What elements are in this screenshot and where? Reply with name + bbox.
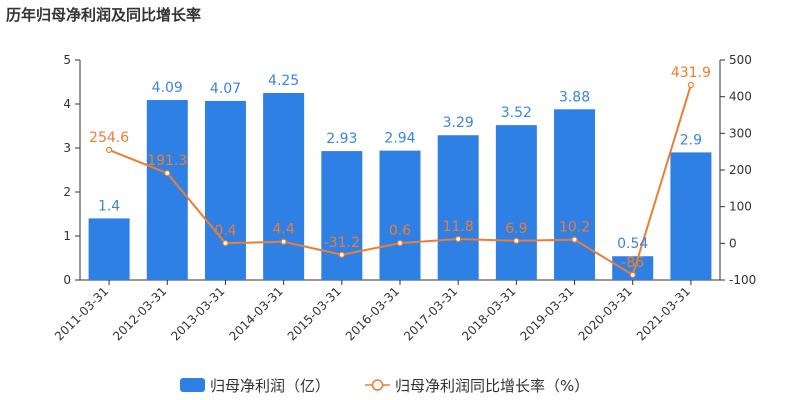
y-left-tick-label: 1 xyxy=(63,229,71,243)
line-point xyxy=(571,236,578,243)
y-right-tick-label: 0 xyxy=(729,236,737,250)
growth-line xyxy=(105,81,695,278)
y-left-tick-label: 0 xyxy=(63,273,71,287)
x-tick-label: 2021-03-31 xyxy=(634,284,693,343)
bar xyxy=(495,125,537,281)
y-right-tick-label: 400 xyxy=(729,90,752,104)
bar-value-label: 3.29 xyxy=(443,115,474,131)
bar-value-label: 4.09 xyxy=(152,80,183,96)
line-point xyxy=(222,240,229,247)
chart-title: 历年归母净利润及同比增长率 xyxy=(6,6,202,24)
x-tick-label: 2017-03-31 xyxy=(401,284,460,343)
bar-value-label: 4.25 xyxy=(268,73,299,89)
line-value-label: 0.4 xyxy=(214,223,236,239)
line-point xyxy=(338,251,345,258)
legend-line-label: 归母净利润同比增长率（%） xyxy=(395,377,589,395)
line-value-label: 191.3 xyxy=(147,153,187,169)
line-value-label: 10.2 xyxy=(559,220,590,236)
line-point xyxy=(455,235,462,243)
x-tick-label: 2015-03-31 xyxy=(285,284,344,343)
x-tick-label: 2020-03-31 xyxy=(576,284,635,343)
bars xyxy=(88,93,712,281)
y-left-tick-label: 2 xyxy=(63,185,71,199)
legend-line-marker xyxy=(371,379,384,391)
line-value-label: -31.2 xyxy=(324,235,360,251)
line-point xyxy=(513,237,520,244)
x-tick-label: 2013-03-31 xyxy=(168,284,227,343)
bar-value-label: 2.93 xyxy=(326,131,357,147)
line-point xyxy=(280,238,287,245)
line-value-label: -86 xyxy=(621,255,644,271)
x-tick-label: 2018-03-31 xyxy=(459,284,518,343)
y-left-tick-label: 3 xyxy=(63,141,71,155)
x-tick-label: 2012-03-31 xyxy=(110,284,169,343)
line-point xyxy=(396,240,404,247)
bar-value-label: 0.54 xyxy=(617,236,648,252)
bar xyxy=(554,109,596,280)
y-left-tick-label: 5 xyxy=(63,53,71,67)
y-right-tick-label: -100 xyxy=(729,273,756,287)
line-point xyxy=(164,170,171,177)
x-tick-label: 2019-03-31 xyxy=(517,284,576,343)
legend-bar-label: 归母净利润（亿） xyxy=(210,377,330,395)
bar xyxy=(379,150,421,280)
bar xyxy=(670,152,712,280)
x-tick-label: 2014-03-31 xyxy=(227,284,286,343)
x-tick-label: 2016-03-31 xyxy=(343,284,402,343)
y-right-tick-label: 200 xyxy=(729,163,752,177)
bar-value-label: 3.52 xyxy=(501,105,532,121)
legend: 归母净利润（亿） 归母净利润同比增长率（%） xyxy=(180,377,589,395)
line-point xyxy=(687,81,695,89)
y-right-tick-label: 300 xyxy=(729,126,752,140)
bar xyxy=(88,218,130,280)
line-point xyxy=(105,146,113,154)
y-right-tick-label: 100 xyxy=(729,200,752,214)
line-value-label: 6.9 xyxy=(505,221,527,237)
line-value-label: 431.9 xyxy=(671,65,711,81)
bar xyxy=(204,100,246,280)
line-value-label: 11.8 xyxy=(443,219,474,235)
bar xyxy=(321,151,363,280)
line-value-label: 0.6 xyxy=(389,223,411,239)
y-right-tick-label: 500 xyxy=(729,53,752,67)
bar-value-label: 4.07 xyxy=(210,81,241,97)
bar-value-label: 3.88 xyxy=(559,89,590,105)
legend-bar-swatch xyxy=(180,378,205,392)
bar xyxy=(263,93,305,280)
bar-value-label: 2.9 xyxy=(680,132,702,148)
data-labels: 1.4 4.09 4.07 4.25 2.93 2.94 3.29 3.52 3.88 0.54 2… xyxy=(89,65,711,271)
bar-value-label: 1.4 xyxy=(98,198,120,214)
line-value-label: 4.4 xyxy=(273,222,295,238)
line-value-label: 254.6 xyxy=(89,130,129,146)
bar xyxy=(612,256,654,280)
bar-value-label: 2.94 xyxy=(384,131,415,147)
y-left-tick-label: 4 xyxy=(63,97,71,111)
bar xyxy=(437,135,479,280)
x-tick-label: 2011-03-31 xyxy=(52,284,111,343)
line-point xyxy=(629,271,636,278)
